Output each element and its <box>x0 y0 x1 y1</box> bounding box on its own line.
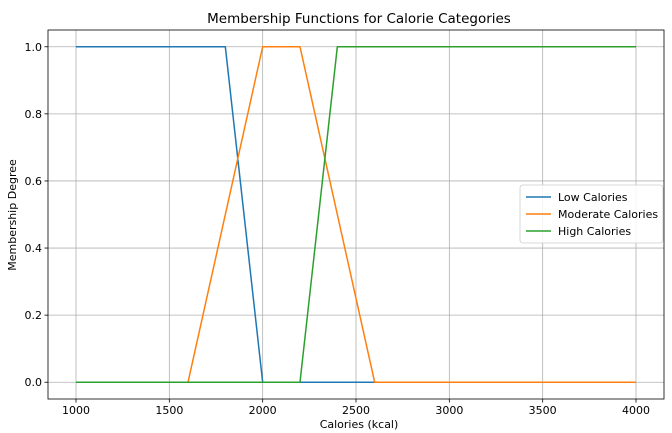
x-tick-label: 4000 <box>622 404 650 417</box>
y-tick-label: 0.4 <box>25 242 43 255</box>
series-lines <box>76 46 636 383</box>
y-tick-label: 0.6 <box>25 175 43 188</box>
chart-title: Membership Functions for Calorie Categor… <box>207 11 511 27</box>
legend-label: Low Calories <box>558 191 628 204</box>
y-tick-label: 0.0 <box>25 376 43 389</box>
legend: Low Calories Moderate Calories High Calori… <box>519 184 664 244</box>
legend-box <box>519 184 664 244</box>
x-tick-label: 2500 <box>342 404 370 417</box>
y-axis-label: Membership Degree <box>6 159 19 271</box>
x-tick-label: 1500 <box>155 404 183 417</box>
y-tick-label: 0.8 <box>25 108 43 121</box>
y-tick-label: 0.2 <box>25 309 43 322</box>
x-axis-ticks: 1000 1500 2000 2500 3000 3500 4000 <box>62 399 650 417</box>
y-axis-ticks: 0.0 0.2 0.4 0.6 0.8 1.0 <box>25 41 48 389</box>
x-tick-label: 3500 <box>529 404 557 417</box>
x-tick-label: 3000 <box>435 404 463 417</box>
y-tick-label: 1.0 <box>25 41 43 54</box>
legend-label: Moderate Calories <box>558 208 658 221</box>
legend-label: High Calories <box>558 225 631 238</box>
series-line-high-calories <box>76 46 636 383</box>
x-tick-label: 2000 <box>249 404 277 417</box>
x-axis-label: Calories (kcal) <box>320 418 399 431</box>
x-tick-label: 1000 <box>62 404 90 417</box>
